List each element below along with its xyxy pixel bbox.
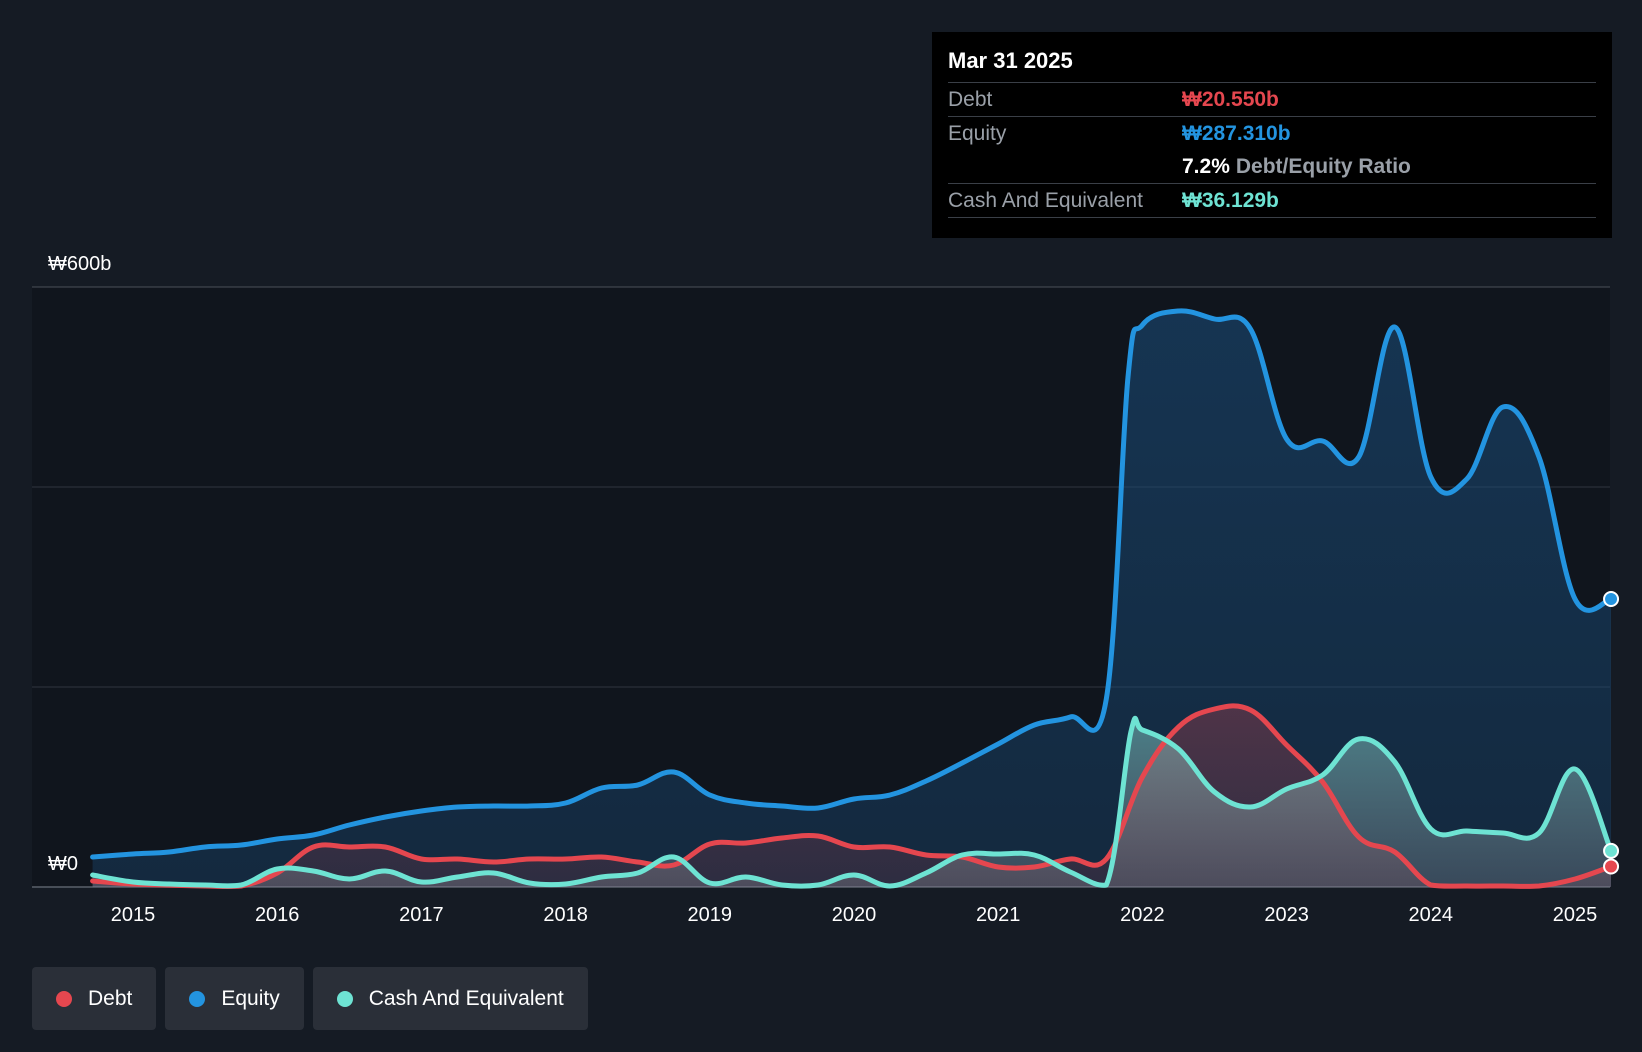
debt-end-marker [1603,858,1620,875]
tooltip-ratio-row: 7.2% Debt/Equity Ratio [948,150,1596,183]
x-tick-label: 2020 [832,904,877,926]
y-tick-label-top: ₩600b [48,253,111,275]
legend-item-cash[interactable]: Cash And Equivalent [312,967,588,1030]
series-lines [90,308,1614,890]
cash-dot-icon [336,990,353,1007]
equity-end-marker [1603,591,1620,607]
cash-end-marker [1603,842,1620,859]
x-tick-label: 2025 [1553,904,1598,926]
cash-area [92,718,1612,887]
legend-item-equity[interactable]: Equity [165,967,304,1030]
tooltip-equity-value: ₩287.310b [1182,121,1291,145]
legend-debt-label: Debt [88,986,133,1010]
legend: Debt Equity Cash And Equivalent [32,967,588,1030]
tooltip-debt-label: Debt [948,87,993,111]
tooltip-ratio-value: 7.2% [1182,154,1230,178]
tooltip-debt-value: ₩20.550b [1182,87,1279,111]
x-tick-label: 2015 [111,904,156,926]
axes: ₩600b ₩0 2015 2016 2017 2018 2019 2020 2021 202… [48,253,1597,926]
x-tick-label: 2017 [399,904,444,926]
equity-line [90,308,1614,860]
x-tick-label: 2019 [688,904,733,926]
legend-equity-label: Equity [221,986,280,1010]
tooltip-equity-label: Equity [948,121,1007,145]
equity-dot-icon [189,990,206,1007]
tooltip-debt-row: Debt ₩20.550b [948,82,1596,116]
debt-dot-icon [56,990,72,1007]
x-tick-label: 2021 [976,904,1021,926]
tooltip-equity-row: Equity ₩287.310b [948,116,1596,150]
x-tick-label: 2018 [543,904,588,926]
x-tick-label: 2023 [1264,904,1309,926]
legend-item-debt[interactable]: Debt [32,967,157,1030]
x-tick-label: 2016 [255,904,300,926]
tooltip-cash-value: ₩36.129b [1182,188,1279,212]
tooltip-ratio-label: Debt/Equity Ratio [1235,154,1411,178]
tooltip-cash-label: Cash And Equivalent [948,188,1143,212]
y-tick-label-zero: ₩0 [48,853,78,875]
x-tick-label: 2022 [1120,904,1165,926]
series-areas [92,310,1612,887]
legend-cash-label: Cash And Equivalent [368,986,564,1010]
x-tick-label: 2024 [1409,904,1454,926]
debt-line [90,703,1614,890]
end-markers [1603,591,1620,875]
tooltip: Mar 31 2025 Debt ₩20.550b Equity ₩287.31… [932,32,1612,238]
tooltip-cash-row: Cash And Equivalent ₩36.129b [948,183,1596,218]
cash-line [90,715,1614,889]
tooltip-date: Mar 31 2025 [948,48,1073,73]
